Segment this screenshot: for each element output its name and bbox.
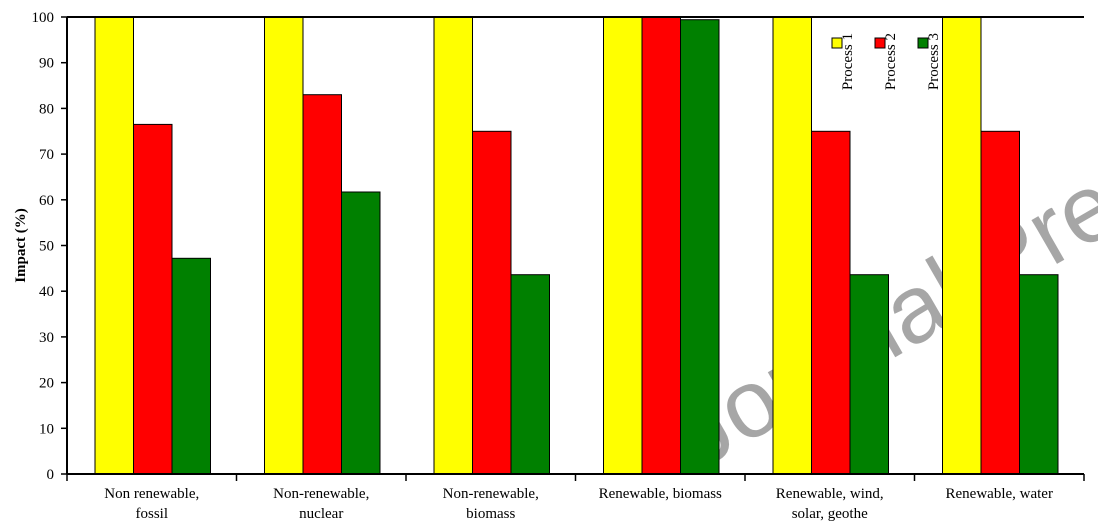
bar-process-1-cat-1 xyxy=(94,16,134,475)
x-category-label: Non-renewable, nuclear xyxy=(273,486,369,522)
bar-process-3-cat-2 xyxy=(341,191,381,475)
bar-process-2-cat-6 xyxy=(980,130,1020,475)
bar-process-3-cat-3 xyxy=(510,274,550,475)
legend-swatch-2 xyxy=(874,37,886,49)
y-tick-label: 30 xyxy=(39,330,54,346)
y-tick-label: 90 xyxy=(39,56,54,72)
y-tick-label: 50 xyxy=(39,239,54,255)
bar-process-1-cat-5 xyxy=(772,16,812,475)
bar-process-2-cat-2 xyxy=(302,94,342,475)
y-tick-label: 80 xyxy=(39,101,54,117)
x-category-label: Renewable, biomass xyxy=(599,486,722,502)
bar-process-3-cat-6 xyxy=(1019,274,1059,475)
y-tick-label: 10 xyxy=(39,421,54,437)
legend-label-3: Process 3 xyxy=(926,33,942,90)
x-category-label: Non renewable, fossil xyxy=(104,486,199,522)
y-tick-label: 0 xyxy=(47,467,55,483)
bar-process-1-cat-3 xyxy=(433,16,473,475)
x-category-labels: Non renewable, fossil Non-renewable, nuclea… xyxy=(104,486,1053,522)
bar-process-1-cat-2 xyxy=(264,16,304,475)
y-tick-label: 60 xyxy=(39,193,54,209)
legend-label-1: Process 1 xyxy=(840,33,856,90)
y-axis-label: Impact (%) xyxy=(13,208,29,283)
y-tick-label: 20 xyxy=(39,376,54,392)
y-tick-label: 40 xyxy=(39,284,54,300)
legend-swatch-3 xyxy=(917,37,929,49)
bar-process-2-cat-4 xyxy=(641,16,681,475)
bar-process-1-cat-6 xyxy=(942,16,982,475)
bar-process-1-cat-4 xyxy=(603,16,643,475)
bars-layer xyxy=(94,16,1059,475)
axes-layer xyxy=(61,16,1085,481)
y-tick-label: 100 xyxy=(32,10,55,26)
x-category-label: Renewable, wind, solar, geothe xyxy=(776,486,884,522)
bar-process-3-cat-4 xyxy=(680,19,720,475)
bar-process-3-cat-1 xyxy=(171,257,211,475)
bar-process-2-cat-5 xyxy=(811,130,851,475)
bar-process-3-cat-5 xyxy=(849,274,889,475)
x-category-label: Renewable, water xyxy=(946,486,1053,502)
legend-swatch-1 xyxy=(831,37,843,49)
bar-process-2-cat-3 xyxy=(472,130,512,475)
bar-process-2-cat-1 xyxy=(133,123,173,475)
y-tick-labels: 0 10 20 30 40 50 60 70 80 90 100 xyxy=(32,10,55,483)
y-tick-label: 70 xyxy=(39,147,54,163)
legend-label-2: Process 2 xyxy=(883,33,899,90)
legend: Process 1 Process 2 Process 3 xyxy=(831,33,942,90)
x-category-label: Non-renewable, biomass xyxy=(443,486,539,522)
